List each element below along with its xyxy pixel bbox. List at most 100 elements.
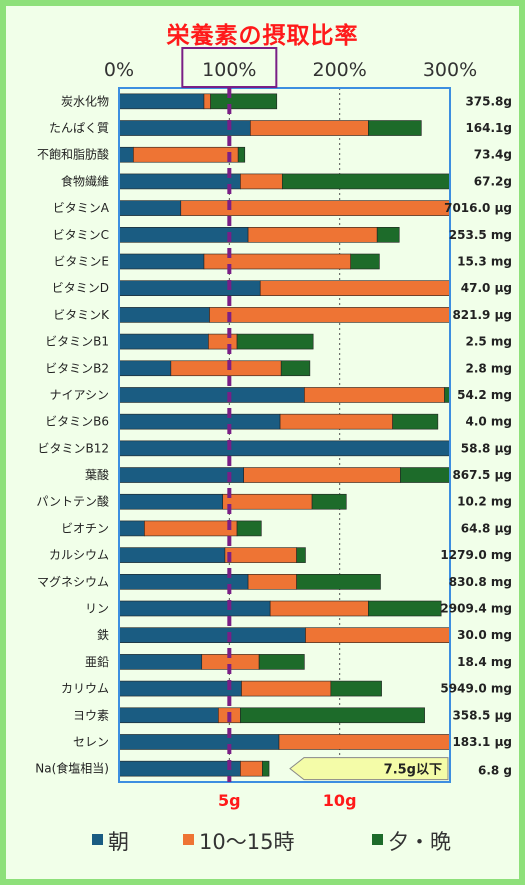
category-label: ビオチン	[61, 521, 109, 535]
x-tick-label: 200%	[313, 59, 367, 81]
amount-label: 6.8 g	[478, 764, 512, 778]
bar-evening	[236, 520, 262, 537]
sodium-gram-ticks: 5g 10g	[218, 791, 356, 810]
bar-midday	[208, 333, 238, 350]
bar-morning	[118, 173, 241, 190]
amount-label: 253.5 mg	[449, 228, 512, 242]
bar-morning	[118, 200, 182, 216]
amount-labels: 375.8g 164.1g 73.4g 67.2g 7016.0 μg 253.5 mg 1…	[440, 94, 512, 777]
amount-label: 10.2 mg	[457, 495, 512, 509]
bar-evening	[376, 227, 400, 243]
bar-midday	[240, 173, 283, 190]
bar-morning	[118, 734, 280, 750]
bar-morning	[118, 627, 306, 643]
category-label: ビタミンE	[53, 255, 109, 269]
bar-midday	[269, 600, 369, 617]
bar-evening	[210, 93, 278, 110]
amount-label: 54.2 mg	[457, 388, 512, 402]
amount-label: 183.1 μg	[452, 735, 512, 749]
bars-layer	[118, 93, 451, 777]
bar-evening	[258, 654, 305, 670]
bar-midday	[209, 307, 451, 323]
legend-swatch-morning	[92, 834, 103, 845]
amount-label: 2.5 mg	[465, 335, 512, 349]
bar-morning	[118, 547, 226, 563]
sodium-limit-arrow-shape	[289, 757, 449, 781]
bar-morning	[118, 760, 241, 777]
amount-label: 2.8 mg	[465, 361, 512, 375]
amount-label: 375.8g	[465, 94, 512, 108]
bar-evening	[392, 413, 439, 430]
bar-morning	[118, 360, 172, 377]
category-label: ビタミンD	[52, 281, 109, 295]
category-label: たんぱく質	[49, 120, 109, 135]
category-label: 食物繊維	[61, 173, 109, 188]
x-axis-tick-labels: 0% 100% 200% 300%	[104, 59, 477, 81]
category-label: 不飽和脂肪酸	[37, 147, 109, 162]
bar-evening	[311, 493, 347, 510]
grid-lines	[228, 88, 341, 782]
target-100pct-box	[181, 47, 278, 88]
bar-evening	[296, 574, 381, 590]
category-label: 鉄	[97, 627, 109, 642]
chart-title: 栄養素の摂取比率	[166, 23, 359, 49]
bar-morning	[118, 93, 205, 110]
x-tick-label: 100%	[202, 59, 256, 81]
bar-morning	[118, 467, 244, 483]
bar-morning	[118, 146, 134, 163]
legend: 朝 10〜15時 夕・晩	[92, 830, 451, 854]
category-label: カリウム	[61, 682, 109, 696]
amount-label: 18.4 mg	[457, 655, 512, 669]
bar-morning	[118, 493, 224, 510]
bar-midday	[243, 467, 401, 483]
bar-midday	[133, 146, 239, 163]
category-label: ビタミンB1	[45, 335, 109, 349]
bar-evening	[368, 600, 442, 617]
sodium-gram-tick: 10g	[323, 791, 357, 810]
bar-morning	[118, 413, 281, 430]
bar-morning	[118, 520, 145, 537]
bar-midday	[170, 360, 282, 377]
bar-evening	[350, 253, 380, 270]
amount-label: 73.4g	[474, 148, 512, 162]
amount-label: 47.0 μg	[461, 281, 512, 295]
amount-label: 830.8 mg	[449, 575, 512, 589]
category-label: ビタミンB2	[45, 361, 109, 375]
amount-label: 4.0 mg	[465, 415, 512, 429]
bar-evening	[236, 333, 314, 350]
amount-label: 2909.4 mg	[440, 602, 512, 616]
bar-morning	[118, 707, 219, 724]
bar-morning	[118, 440, 451, 457]
bar-midday	[249, 120, 369, 136]
bar-midday	[203, 93, 211, 110]
legend-swatch-evening	[372, 834, 383, 845]
bar-midday	[278, 734, 451, 750]
category-label: ナイアシン	[49, 388, 109, 402]
bar-evening	[237, 146, 246, 163]
category-label: パントテン酸	[36, 494, 109, 509]
bar-evening	[280, 360, 311, 377]
category-label: ヨウ素	[73, 708, 109, 722]
category-label: ビタミンA	[53, 201, 110, 215]
amount-label: 64.8 μg	[461, 521, 512, 535]
bar-morning	[118, 600, 271, 617]
bar-midday	[180, 200, 451, 216]
amount-label: 7016.0 μg	[444, 201, 512, 215]
amount-label: 821.9 μg	[452, 308, 512, 322]
bar-midday	[259, 280, 451, 296]
bar-midday	[304, 387, 445, 403]
bar-morning	[118, 280, 261, 296]
x-tick-label: 0%	[104, 59, 134, 81]
category-label: ビタミンB6	[45, 415, 109, 429]
bar-midday	[203, 253, 351, 270]
bar-midday	[144, 520, 238, 537]
plot-area-border	[118, 87, 451, 783]
bar-midday	[222, 493, 313, 510]
bar-evening	[400, 467, 451, 483]
category-label: リン	[85, 602, 109, 616]
amount-label: 867.5 μg	[452, 468, 512, 482]
amount-label: 58.8 μg	[461, 441, 512, 455]
category-label: 亜鉛	[85, 655, 109, 669]
